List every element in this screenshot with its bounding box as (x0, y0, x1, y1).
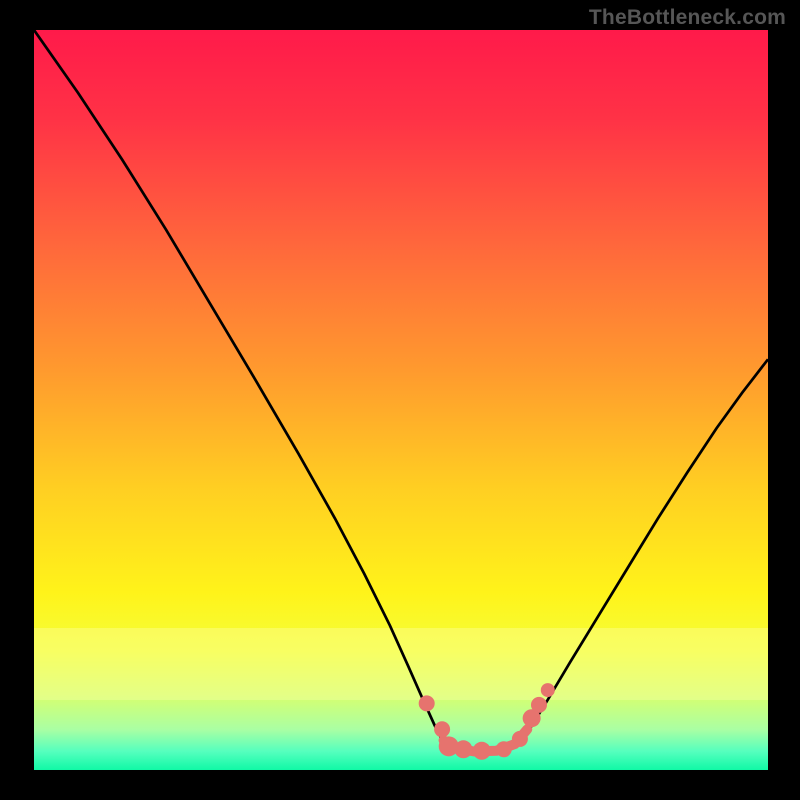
plot-area (34, 30, 768, 770)
bottleneck-curve (34, 30, 768, 770)
valley-marker (496, 741, 512, 757)
valley-marker (473, 742, 491, 760)
valley-marker (454, 740, 472, 758)
valley-marker (434, 721, 450, 737)
figure-root: TheBottleneck.com (0, 0, 800, 800)
right-slope (518, 359, 768, 744)
watermark-text: TheBottleneck.com (589, 6, 786, 30)
left-slope (34, 30, 444, 743)
valley-marker (531, 697, 547, 713)
valley-marker (419, 695, 435, 711)
valley-marker (541, 683, 555, 697)
valley-marker (512, 731, 528, 747)
